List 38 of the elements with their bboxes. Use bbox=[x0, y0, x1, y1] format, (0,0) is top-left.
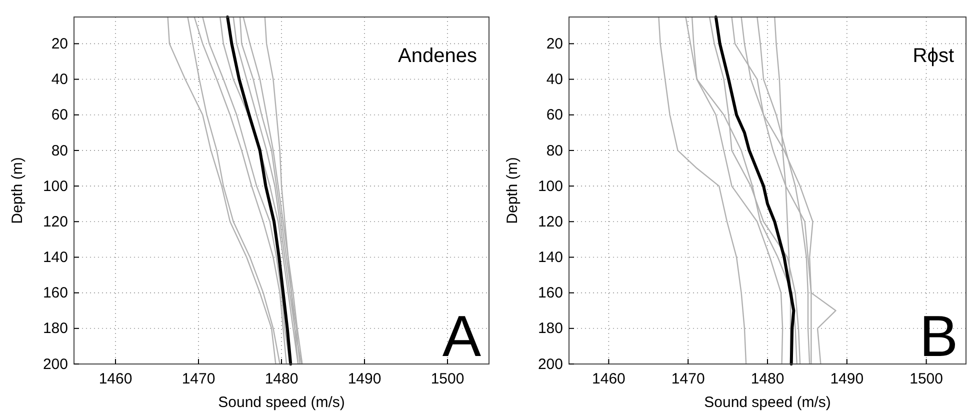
annotation: Andenes bbox=[398, 45, 477, 67]
x-tick-label: 1500 bbox=[430, 370, 464, 388]
y-tick-label: 140 bbox=[538, 249, 563, 266]
y-tick-label: 40 bbox=[51, 71, 68, 88]
y-tick-label: 200 bbox=[42, 356, 68, 373]
y-tick-label: 200 bbox=[538, 356, 563, 373]
x-tick-label: 1490 bbox=[830, 370, 864, 388]
x-tick-label: 1460 bbox=[592, 370, 626, 388]
y-tick-label: 140 bbox=[42, 249, 68, 266]
x-tick-label: 1480 bbox=[264, 370, 298, 388]
y-tick-label: 80 bbox=[51, 142, 68, 160]
annotation: A bbox=[442, 304, 482, 369]
x-tick-label: 1470 bbox=[671, 370, 705, 388]
y-tick-label: 40 bbox=[546, 71, 563, 88]
y-tick-label: 180 bbox=[538, 320, 563, 338]
y-tick-label: 120 bbox=[42, 213, 68, 230]
x-tick-label: 1480 bbox=[750, 370, 784, 388]
annotation: Rϕst bbox=[912, 45, 954, 67]
y-tick-label: 160 bbox=[42, 284, 68, 302]
x-tick-label: 1470 bbox=[182, 370, 216, 388]
y-tick-label: 20 bbox=[546, 35, 563, 52]
annotation: B bbox=[919, 304, 958, 369]
y-tick-label: 160 bbox=[538, 284, 563, 302]
x-tick-label: 1460 bbox=[98, 370, 132, 388]
y-tick-label: 100 bbox=[42, 178, 68, 195]
y-tick-label: 120 bbox=[538, 213, 563, 230]
x-tick-label: 1490 bbox=[348, 370, 382, 388]
x-tick-label: 1500 bbox=[910, 370, 943, 388]
y-tick-label: 80 bbox=[546, 142, 563, 160]
y-tick-label: 60 bbox=[51, 106, 68, 124]
x-axis-title: Sound speed (m/s) bbox=[218, 394, 345, 411]
y-tick-label: 180 bbox=[42, 320, 68, 338]
y-axis-title: Depth (m) bbox=[504, 157, 521, 224]
y-axis-title: Depth (m) bbox=[9, 157, 26, 224]
y-tick-label: 100 bbox=[538, 178, 563, 195]
y-tick-label: 60 bbox=[546, 106, 563, 124]
y-tick-label: 20 bbox=[51, 35, 68, 52]
x-axis-title: Sound speed (m/s) bbox=[704, 394, 831, 411]
